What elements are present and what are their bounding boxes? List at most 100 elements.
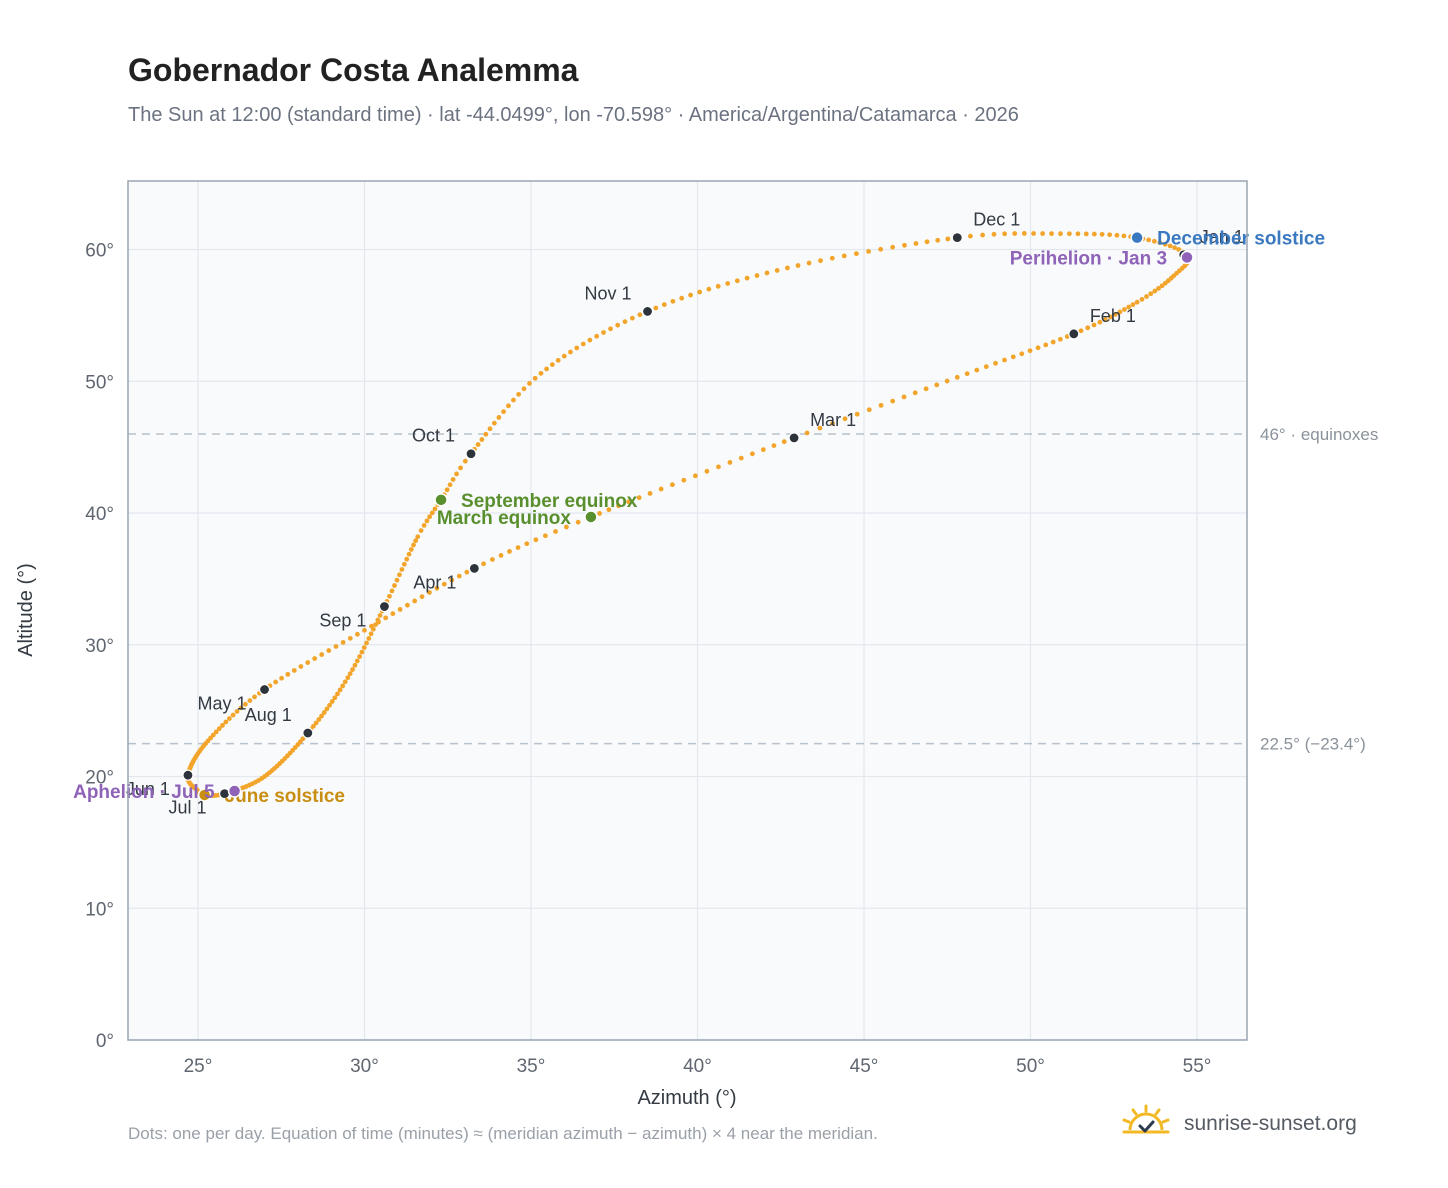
day-dot: [501, 409, 506, 415]
day-dot: [532, 375, 538, 381]
reference-line-label: 22.5° (−23.4°): [1260, 735, 1366, 754]
day-dot: [312, 656, 318, 661]
event-marker: [227, 784, 242, 798]
footnote: Dots: one per day. Equation of time (min…: [128, 1124, 878, 1143]
day-dot: [670, 482, 675, 488]
day-dot: [636, 495, 642, 501]
day-dot: [337, 687, 343, 693]
day-dot: [1035, 345, 1041, 351]
month-label: Jun 1: [126, 779, 170, 799]
day-dot: [1108, 314, 1113, 320]
y-tick-label: 50°: [85, 372, 114, 393]
day-dot: [305, 660, 311, 665]
day-dot: [692, 473, 698, 479]
day-dot: [706, 286, 712, 292]
day-dot: [404, 602, 410, 608]
day-dot: [568, 349, 573, 355]
event-label: June solstice: [225, 786, 345, 807]
day-dot: [456, 573, 462, 579]
day-dot: [213, 729, 219, 735]
day-dot: [458, 465, 463, 471]
brand-logo[interactable]: sunrise-sunset.org: [1120, 1102, 1357, 1146]
day-dot: [490, 557, 495, 562]
event-markers: December solstice March equinox June solst…: [73, 229, 1325, 807]
day-dot: [326, 648, 332, 653]
day-dot: [653, 305, 659, 311]
day-dot: [1117, 309, 1123, 315]
day-dot: [347, 671, 353, 677]
day-dot: [1130, 302, 1136, 308]
day-dot: [479, 437, 485, 442]
day-dot: [487, 426, 493, 432]
day-dot: [491, 420, 497, 426]
day-dot: [412, 598, 418, 604]
day-dot: [806, 260, 812, 266]
day-dot: [1151, 238, 1157, 244]
day-dot: [1126, 304, 1132, 310]
event-marker: [584, 510, 598, 524]
day-dot: [754, 273, 760, 278]
day-dot: [574, 345, 580, 351]
event-label: March equinox: [437, 508, 572, 529]
day-dot: [342, 679, 348, 685]
day-dot: [397, 572, 402, 578]
day-dot: [230, 712, 236, 718]
day-dot: [781, 439, 787, 445]
day-dot: [841, 253, 847, 259]
day-dot: [387, 593, 392, 599]
day-dot: [1027, 348, 1033, 354]
day-dot: [795, 263, 801, 268]
day-dot: [580, 341, 586, 347]
day-dot: [481, 561, 486, 567]
day-dot: [587, 337, 593, 343]
day-dot: [608, 326, 613, 332]
y-tick-label: 0°: [96, 1031, 114, 1052]
day-dot: [411, 542, 416, 548]
day-dot: [1019, 351, 1025, 357]
day-dot: [964, 371, 970, 377]
day-dot: [774, 268, 780, 273]
day-dot: [319, 652, 325, 657]
day-dot: [247, 698, 253, 704]
day-dot: [223, 719, 229, 725]
day-dot: [974, 367, 980, 373]
day-dot: [1159, 283, 1165, 289]
day-dot: [441, 581, 447, 587]
day-dot: [527, 381, 532, 386]
day-dot: [1099, 231, 1105, 237]
day-dot: [697, 289, 703, 295]
axes: 25° 30° 35° 40° 45° 50° 55° 0° 10° 20° 30° 40° 50° 60…: [85, 241, 1211, 1077]
x-tick-label: 50°: [1016, 1056, 1045, 1077]
day-dot: [688, 292, 693, 298]
x-tick-label: 30°: [350, 1056, 379, 1077]
day-dot: [324, 706, 330, 712]
x-tick-label: 35°: [517, 1056, 546, 1077]
day-dot: [413, 538, 419, 544]
day-dot: [1043, 342, 1049, 348]
day-dot: [333, 644, 339, 649]
day-dot: [399, 567, 405, 572]
day-dot: [670, 298, 676, 304]
day-dot: [447, 482, 453, 488]
chart-title: Gobernador Costa Analemma: [128, 52, 579, 88]
month-marker: [258, 683, 271, 696]
day-dot: [902, 242, 907, 248]
day-dot: [830, 420, 835, 426]
chart-subtitle: The Sun at 12:00 (standard time) · lat -…: [128, 104, 1019, 126]
day-dot: [450, 477, 456, 482]
day-dot: [511, 397, 516, 403]
month-marker: [378, 600, 391, 613]
day-dot: [715, 283, 721, 289]
month-label: Feb 1: [1090, 306, 1136, 326]
day-dot: [359, 649, 365, 655]
day-dot: [1112, 312, 1118, 317]
day-dot: [1002, 357, 1007, 363]
day-dot: [1010, 354, 1016, 360]
event-label: Perihelion · Jan 3: [1010, 248, 1167, 269]
day-dot: [829, 255, 835, 261]
day-dot: [432, 506, 438, 512]
day-dot: [601, 330, 606, 335]
day-dot: [615, 322, 621, 328]
day-dot: [1121, 233, 1127, 239]
